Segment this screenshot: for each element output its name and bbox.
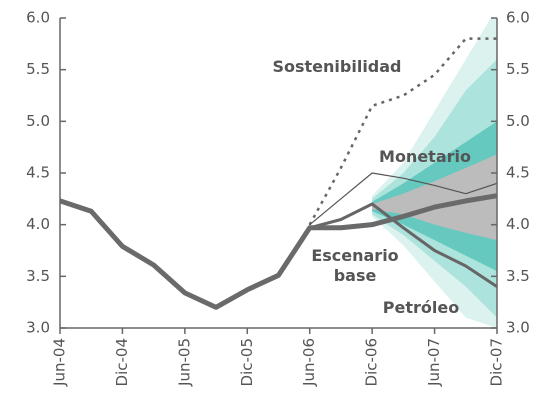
y-tick-label: 6.0 bbox=[26, 9, 50, 27]
y2-tick-label: 4.0 bbox=[506, 215, 530, 233]
y2-tick-label: 3.5 bbox=[506, 267, 530, 285]
y-tick-label: 4.0 bbox=[26, 215, 50, 233]
y-tick-label: 5.5 bbox=[26, 60, 50, 78]
series-line bbox=[308, 37, 497, 226]
y-tick-label: 4.5 bbox=[26, 164, 50, 182]
series-label: Escenario base bbox=[311, 246, 399, 285]
x-tick-label: Dic-06 bbox=[363, 338, 381, 386]
y2-tick-label: 5.5 bbox=[506, 60, 530, 78]
x-tick-label: Dic-04 bbox=[113, 338, 131, 386]
y2-tick-label: 5.0 bbox=[506, 112, 530, 130]
y2-tick-label: 6.0 bbox=[506, 9, 530, 27]
y2-tick-label: 4.5 bbox=[506, 164, 530, 182]
x-tick-label: Jun-05 bbox=[175, 338, 193, 387]
axes: 3.0 3.5 4.0 4.5 5.0 5.5 6.0 3.0 3.5 4.0 4.5 5.0 5.5 6… bbox=[26, 9, 530, 387]
fan-band bbox=[372, 154, 497, 241]
lines bbox=[60, 37, 497, 310]
y-tick-label: 3.5 bbox=[26, 267, 50, 285]
series-label: Petróleo bbox=[382, 298, 460, 317]
x-tick-label: Jun-06 bbox=[300, 338, 318, 387]
y-tick-label: 3.0 bbox=[26, 319, 50, 337]
x-tick-label: Jun-07 bbox=[425, 338, 443, 387]
x-tick-label: Dic-07 bbox=[488, 338, 506, 386]
series-line bbox=[60, 193, 497, 310]
series-label: Sostenibilidad bbox=[272, 57, 402, 76]
x-tick-label: Jun-04 bbox=[51, 338, 69, 387]
series-label: Monetario bbox=[379, 147, 471, 166]
y2-tick-label: 3.0 bbox=[506, 319, 530, 337]
fan bbox=[372, 18, 497, 328]
y-tick-label: 5.0 bbox=[26, 112, 50, 130]
x-tick-label: Dic-05 bbox=[238, 338, 256, 386]
series-line bbox=[309, 172, 497, 226]
series-line bbox=[308, 202, 497, 289]
